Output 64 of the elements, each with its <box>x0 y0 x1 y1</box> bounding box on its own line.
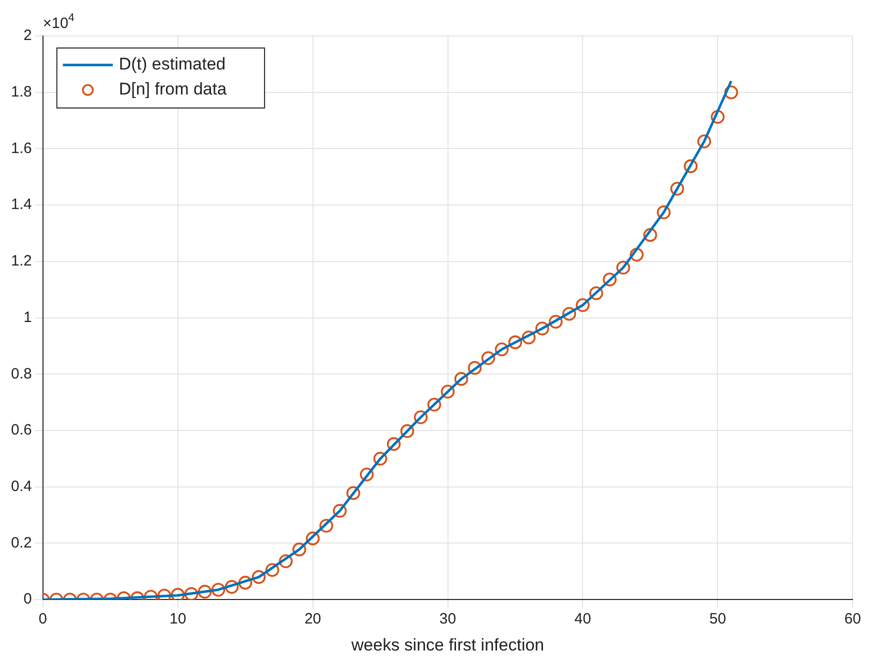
point <box>589 286 604 300</box>
y-tick-label: 0.2 <box>10 534 32 552</box>
point <box>724 85 738 100</box>
point <box>278 554 293 568</box>
point <box>292 542 306 556</box>
x-axis-title: weeks since first infection <box>350 635 544 654</box>
point <box>643 228 658 242</box>
point <box>454 372 468 386</box>
point <box>508 335 522 350</box>
y-tick-label: 1.8 <box>10 84 32 100</box>
point <box>656 206 671 220</box>
point <box>360 468 374 482</box>
point <box>265 563 280 577</box>
x-tick-label: 0 <box>38 610 48 628</box>
point <box>400 424 414 438</box>
point <box>170 588 185 600</box>
point <box>198 584 212 599</box>
point <box>602 272 617 286</box>
x-tick-label: 20 <box>304 610 322 628</box>
point <box>211 582 226 597</box>
point <box>306 532 320 546</box>
y-tick-label: 1.2 <box>10 252 32 270</box>
point <box>535 322 550 336</box>
point <box>684 159 698 174</box>
point <box>224 580 239 594</box>
point <box>616 260 630 275</box>
legend-label: D[n] from data <box>118 80 228 99</box>
point <box>548 314 563 329</box>
point <box>468 361 482 375</box>
point <box>414 410 428 424</box>
x-tick-label: 50 <box>709 610 726 628</box>
y-tick-label: 0 <box>24 590 32 608</box>
point <box>238 576 252 590</box>
point <box>427 398 442 412</box>
point <box>373 452 388 466</box>
point <box>252 570 266 584</box>
point <box>710 110 725 124</box>
point <box>576 298 590 312</box>
y-tick-label: 1.4 <box>10 196 32 214</box>
point <box>157 588 172 600</box>
x-tick-label: 60 <box>844 610 861 628</box>
point <box>494 342 509 356</box>
point <box>630 248 644 262</box>
y-tick-label: 2 <box>24 27 32 44</box>
point <box>522 330 536 344</box>
point <box>319 518 334 533</box>
y-tick-label: 1.6 <box>10 140 32 157</box>
point <box>697 134 712 148</box>
point <box>332 504 347 518</box>
point <box>386 437 401 451</box>
y-tick-label: 0.4 <box>10 478 32 496</box>
y-tick-label: 1 <box>24 308 32 326</box>
point <box>562 306 576 321</box>
point <box>670 182 684 196</box>
y-tick-label: 0.8 <box>10 365 32 382</box>
x-tick-label: 40 <box>574 610 592 628</box>
x-tick-label: 10 <box>169 610 186 628</box>
legend-label: D(t) estimated <box>118 54 226 74</box>
point <box>184 587 198 600</box>
y-tick-label: 0.6 <box>10 422 32 439</box>
point <box>481 351 496 365</box>
point <box>346 486 360 500</box>
x-tick-label: 30 <box>439 610 456 628</box>
point <box>440 384 455 399</box>
